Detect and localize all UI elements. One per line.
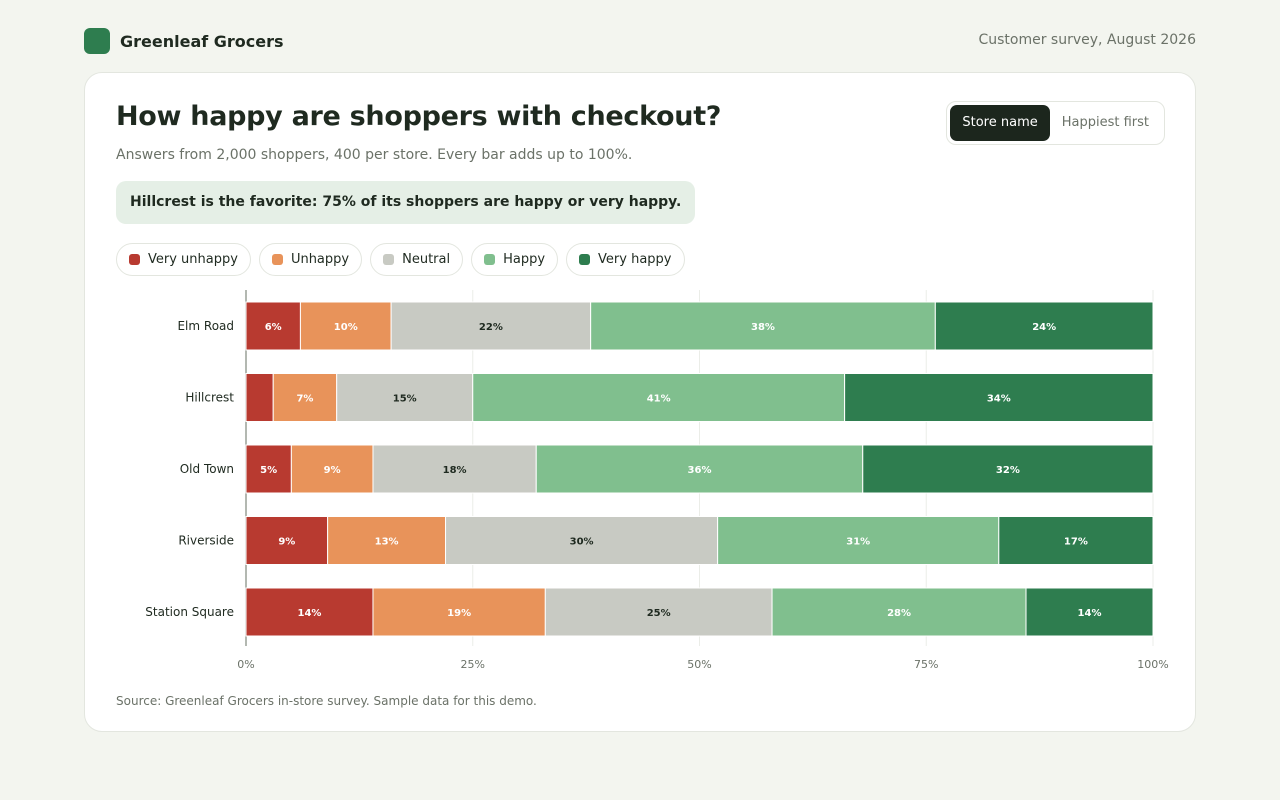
bar-segment (245, 373, 274, 422)
bar-segment (245, 301, 301, 351)
highlight-callout: Hillcrest is the favorite: 75% of its sh… (116, 181, 696, 224)
data-label: 17% (1064, 537, 1088, 548)
data-label: 6% (265, 322, 282, 333)
data-label: 32% (996, 465, 1020, 476)
brand: Greenleaf Grocers (84, 28, 284, 54)
legend-item-very-unhappy[interactable]: Very unhappy (116, 243, 251, 276)
bar-segment (472, 373, 846, 422)
data-label: 14% (298, 608, 322, 619)
bar-segment (245, 587, 374, 637)
legend-label: Neutral (402, 252, 451, 267)
data-label: 10% (334, 322, 358, 333)
data-label: 24% (1032, 322, 1056, 333)
very-unhappy-swatch-icon (129, 254, 140, 265)
survey-date: Customer survey, August 2026 (978, 32, 1196, 48)
bar-segment (445, 516, 719, 565)
source-note: Source: Greenleaf Grocers in-store surve… (116, 694, 537, 708)
data-label: 38% (751, 322, 775, 333)
data-label: 14% (1078, 608, 1102, 619)
bar-segment (372, 587, 546, 637)
data-label: 28% (887, 608, 911, 619)
legend-label: Very unhappy (148, 252, 238, 267)
leaf-logo-icon (84, 28, 110, 54)
category-label: Elm Road (177, 319, 234, 333)
x-tick-label: 100% (1137, 658, 1168, 671)
bar-segment (1025, 587, 1154, 637)
brand-name: Greenleaf Grocers (120, 31, 284, 51)
sort-toggle: Store name Happiest first (946, 101, 1165, 145)
data-label: 30% (570, 537, 594, 548)
bar-segment (535, 444, 864, 494)
bar-segment (717, 516, 1000, 565)
stacked-bar-chart: 0% 25% 50% 75% 100% Elm Road 6% 10% 22% 38% 24% Hil… (145, 290, 1169, 671)
bar-segment (372, 444, 537, 494)
category-label: Station Square (145, 605, 234, 619)
chart-title: How happy are shoppers with checkout? (116, 101, 722, 132)
sort-by-store-name-button[interactable]: Store name (950, 105, 1050, 141)
data-label: 5% (260, 465, 277, 476)
data-label: 7% (296, 394, 313, 405)
data-label: 19% (447, 608, 471, 619)
x-tick-label: 75% (914, 658, 938, 671)
data-label: 9% (324, 465, 341, 476)
bar-segment (336, 373, 474, 422)
x-tick-label: 50% (687, 658, 711, 671)
data-label: 13% (375, 537, 399, 548)
very-happy-swatch-icon (579, 254, 591, 265)
happy-swatch-icon (484, 254, 496, 265)
legend-label: Unhappy (290, 252, 350, 267)
bar-segment (245, 516, 329, 565)
data-label: 25% (647, 608, 671, 619)
bar-segment (998, 516, 1154, 565)
bar-segment (934, 301, 1154, 351)
data-label: 41% (647, 394, 671, 405)
data-label: 31% (846, 537, 870, 548)
bar-segment (390, 301, 592, 351)
legend-item-unhappy[interactable]: Unhappy (258, 243, 363, 276)
x-tick-label: 25% (461, 658, 485, 671)
unhappy-swatch-icon (271, 254, 283, 265)
legend-item-happy[interactable]: Happy (471, 243, 559, 276)
neutral-swatch-icon (383, 254, 395, 265)
data-label: 34% (987, 394, 1011, 405)
category-label: Hillcrest (185, 391, 234, 405)
legend: Very unhappy Unhappy Neutral Happy Very … (116, 243, 685, 276)
data-label: 22% (479, 322, 503, 333)
category-label: Old Town (180, 462, 234, 476)
chart-card: How happy are shoppers with checkout? An… (84, 72, 1196, 732)
data-label: 18% (443, 465, 467, 476)
data-label: 15% (393, 394, 417, 405)
bar-segment (862, 444, 1154, 494)
legend-item-neutral[interactable]: Neutral (370, 243, 464, 276)
sort-happiest-first-button[interactable]: Happiest first (1061, 115, 1149, 130)
legend-label: Happy (503, 252, 546, 267)
x-tick-label: 0% (237, 658, 254, 671)
bar-segment (290, 444, 374, 494)
bar-segment (544, 587, 773, 637)
legend-label: Very happy (598, 252, 672, 267)
data-label: 36% (688, 465, 712, 476)
legend-item-very-happy[interactable]: Very happy (566, 243, 685, 276)
bar-segment (844, 373, 1154, 422)
data-label: 9% (278, 537, 295, 548)
category-label: Riverside (178, 534, 234, 548)
bar-segment (245, 444, 292, 494)
chart-subtitle: Answers from 2,000 shoppers, 400 per sto… (116, 147, 633, 163)
bar-segment (327, 516, 447, 565)
